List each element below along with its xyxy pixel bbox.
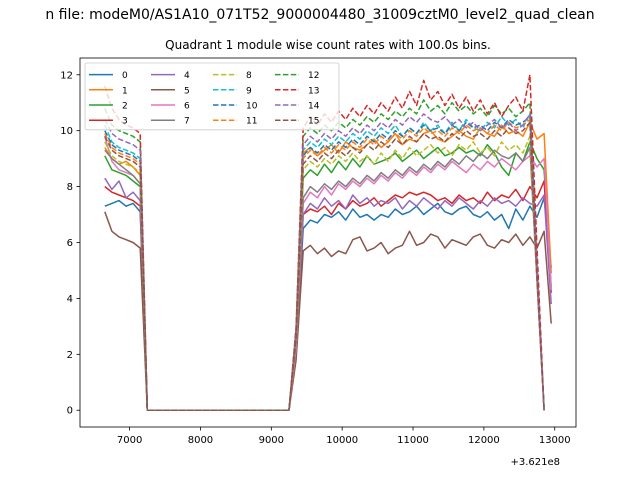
x-tick-label: 8000: [188, 435, 213, 446]
legend-label-14: 14: [308, 102, 320, 112]
x-tick-label: 11000: [397, 435, 429, 446]
y-tick-label: 4: [67, 294, 73, 305]
x-tick-label: 13000: [539, 435, 571, 446]
y-tick-label: 2: [67, 350, 73, 361]
legend-label-0: 0: [122, 71, 128, 81]
legend-label-8: 8: [246, 71, 252, 81]
legend-label-9: 9: [246, 86, 252, 96]
chart-title: Quadrant 1 module wise count rates with …: [165, 38, 491, 52]
legend-label-15: 15: [308, 117, 319, 127]
legend-label-12: 12: [308, 71, 319, 81]
legend-label-6: 6: [184, 102, 190, 112]
x-tick-label: 7000: [117, 435, 142, 446]
legend-label-2: 2: [122, 102, 128, 112]
figure-suptitle: n file: modeM0/AS1A10_071T52_9000004480_…: [45, 7, 594, 23]
y-tick-label: 6: [67, 238, 73, 249]
series-line-4: [104, 177, 552, 411]
series-line-0: [104, 197, 552, 411]
y-tick-label: 8: [67, 182, 73, 193]
x-tick-label: 10000: [326, 435, 358, 446]
series-line-14: [104, 113, 545, 411]
legend-label-4: 4: [184, 71, 190, 81]
legend-label-11: 11: [246, 117, 257, 127]
series-line-11: [104, 118, 545, 411]
axes: 7000 8000 9000 10000 11000 12000 1300002468101…: [60, 57, 577, 446]
legend-label-13: 13: [308, 86, 319, 96]
legend-label-7: 7: [184, 117, 190, 127]
legend-label-5: 5: [184, 86, 190, 96]
legend-label-3: 3: [122, 117, 128, 127]
legend-label-1: 1: [122, 86, 128, 96]
series-line-10: [104, 115, 545, 411]
y-tick-label: 0: [67, 406, 73, 417]
y-tick-label: 12: [60, 70, 73, 81]
series-line-8: [104, 135, 545, 411]
series-line-5: [104, 211, 552, 411]
legend-box: [84, 62, 340, 131]
x-tick-label: 9000: [259, 435, 284, 446]
series-line-15: [104, 121, 545, 411]
series-line-6: [104, 136, 552, 411]
series-line-2: [104, 141, 552, 411]
x-axis-offset-label: +3.621e8: [510, 457, 560, 468]
y-tick-label: 10: [60, 126, 73, 137]
series-line-12: [104, 99, 545, 411]
x-tick-label: 12000: [468, 435, 500, 446]
legend-label-10: 10: [246, 102, 258, 112]
